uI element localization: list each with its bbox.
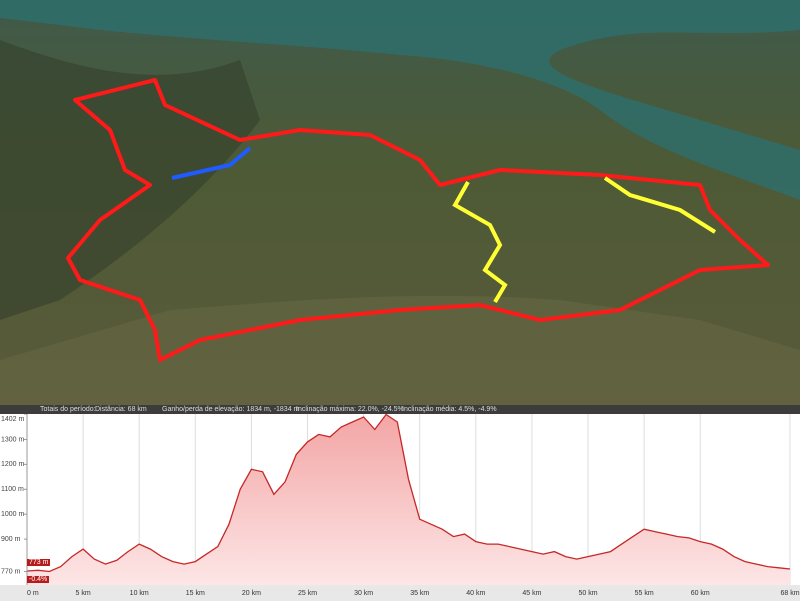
- route-segment: [603, 176, 717, 234]
- cursor-slope: -0.4%: [27, 576, 50, 583]
- x-tick-label: 55 km: [635, 590, 654, 597]
- x-tick-label: 25 km: [298, 590, 317, 597]
- route-segment: [171, 146, 252, 180]
- y-tick-label: 1100 m: [1, 486, 24, 493]
- y-tick-label: 1402 m: [1, 416, 25, 423]
- route: [66, 78, 770, 362]
- x-tick-label: 0 m: [27, 590, 39, 597]
- stats-label: Totais do período:: [40, 406, 96, 413]
- y-tick-label: 900 m: [1, 536, 21, 543]
- elevation-area: [27, 414, 790, 585]
- x-tick-label: 10 km: [130, 590, 149, 597]
- y-tick-label: 1200 m: [1, 461, 25, 468]
- water: [0, 0, 800, 200]
- route-segment: [452, 181, 508, 304]
- y-tick-label: 1300 m: [1, 436, 25, 443]
- x-tick-label: 50 km: [578, 590, 597, 597]
- satellite-map: [0, 0, 800, 405]
- avg-slope: Inclinação média: 4.5%, -4.9%: [402, 406, 497, 413]
- elevation-profile: 0 m 5 km 10 km 15 km 20 km 25 km 30 km 35 km 40 …: [0, 414, 800, 601]
- max-slope: Inclinação máxima: 22.0%, -24.5%: [296, 406, 404, 413]
- x-tick-label: 5 km: [76, 590, 91, 597]
- elevation-gain: Ganho/perda de elevação: 1834 m, -1834 m: [162, 406, 300, 413]
- y-tick-label: 1000 m: [1, 511, 25, 518]
- x-tick-label: 60 km: [691, 590, 710, 597]
- fields: [0, 295, 800, 405]
- stats-bar: Totais do período: Distância: 68 km Ganh…: [0, 405, 800, 414]
- x-axis-bar: [0, 585, 800, 601]
- cursor-elevation: 773 m: [27, 559, 51, 566]
- distance: Distância: 68 km: [95, 406, 147, 413]
- x-tick-label: 45 km: [522, 590, 541, 597]
- elevation-line: [26, 414, 791, 573]
- x-tick-label: 30 km: [354, 590, 373, 597]
- x-tick-label: 35 km: [410, 590, 429, 597]
- x-tick-label: 40 km: [466, 590, 485, 597]
- x-tick-label: 20 km: [242, 590, 261, 597]
- x-tick-label: 68 km: [780, 590, 799, 597]
- x-tick-label: 15 km: [186, 590, 205, 597]
- y-tick-label: 770 m: [1, 568, 21, 575]
- mountains: [0, 40, 260, 320]
